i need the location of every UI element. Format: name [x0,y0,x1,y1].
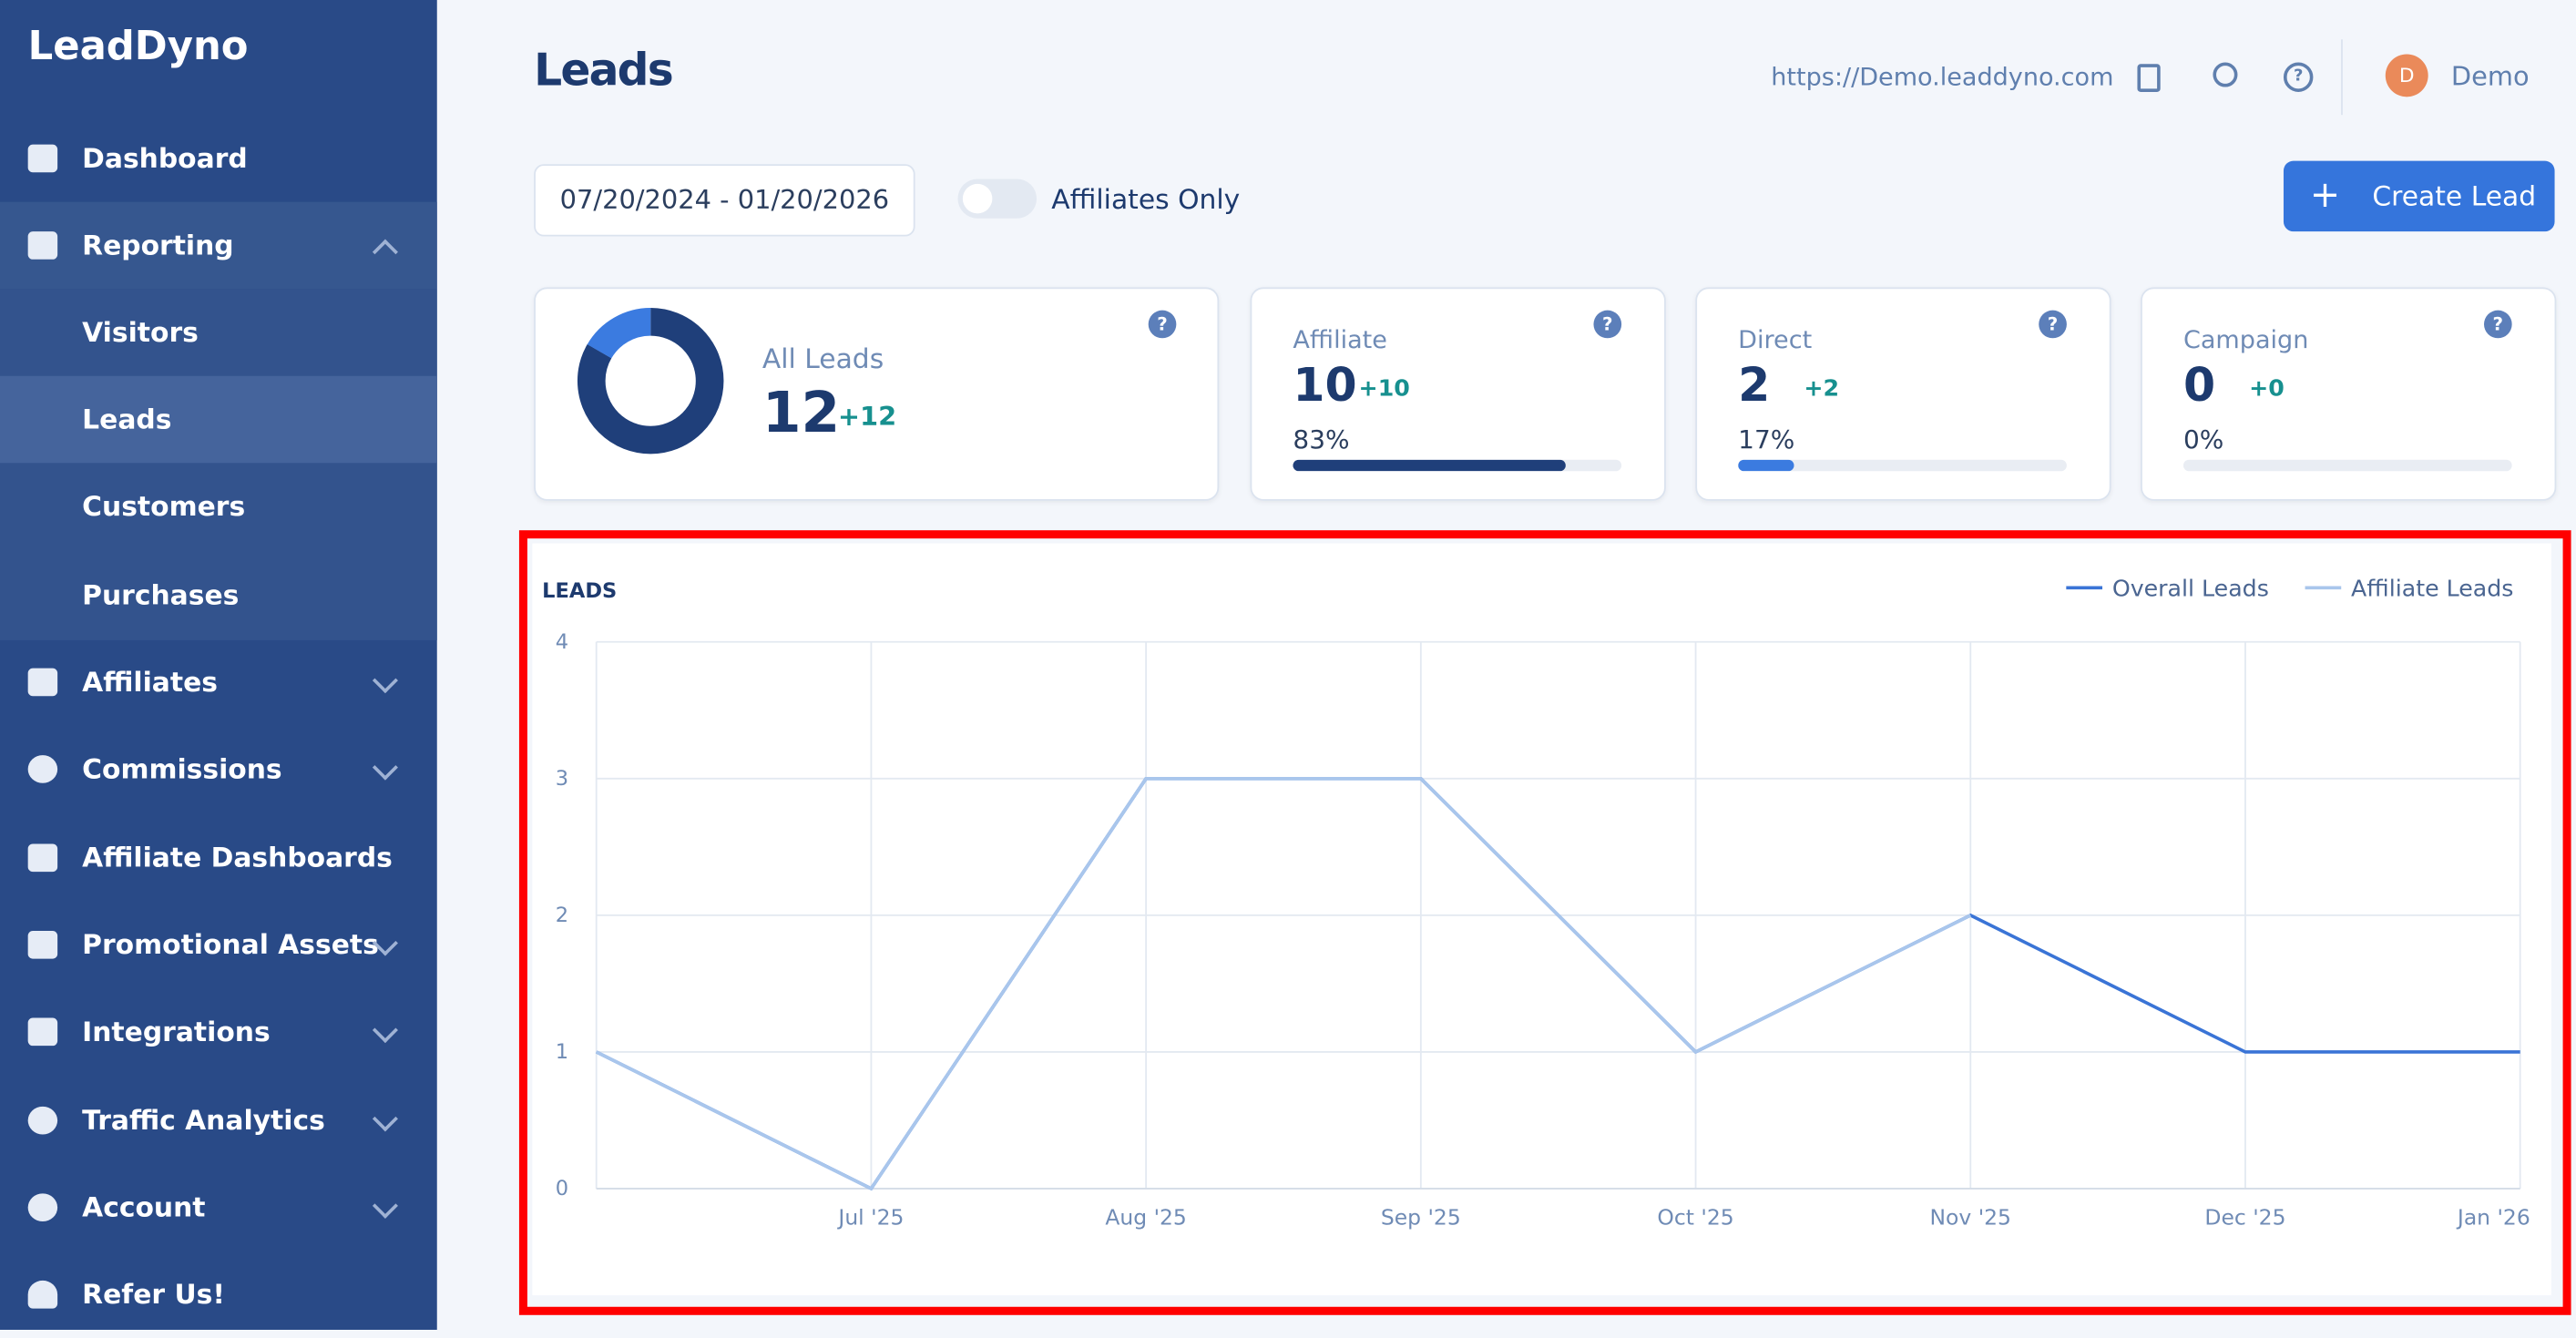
help-icon[interactable]: ? [2039,310,2067,339]
card-share: 17% [1738,424,1795,455]
toggle[interactable] [957,179,1038,219]
nav-item[interactable]: Refer Us! [0,1251,437,1338]
create-lead-button[interactable]: + Create Lead [2283,160,2555,232]
series-line [595,777,2520,1191]
progress-track [1738,459,2067,472]
user-name[interactable]: Demo [2450,60,2530,92]
search-icon[interactable] [2213,62,2238,87]
legend-label: Overall Leads [2112,575,2269,601]
stat-card: Campaign 0 +0 0%? [2141,287,2557,501]
nav-label: Customers [82,490,246,523]
nav-label: Integrations [82,1016,271,1047]
card-value: 12 [762,381,841,447]
x-tick-label: Dec '25 [2204,1205,2285,1231]
brand: LeadDyno [27,23,249,69]
site-url[interactable]: https://Demo.leaddyno.com [1771,62,2114,92]
nav-label: Visitors [82,316,199,349]
nav-label: Account [82,1191,206,1223]
nav-item[interactable]: Commissions [0,726,437,813]
stat-card: Affiliate 10 +10 83%? [1250,287,1666,501]
card-change: +12 [837,400,897,433]
nav-item[interactable]: Promotional Assets [0,902,437,989]
button-label: Create Lead [2372,180,2537,212]
nav-label: Promotional Assets [82,929,379,961]
y-tick-label: 2 [556,904,568,927]
card-change: +2 [1804,375,1840,403]
card-change: +0 [2249,375,2285,403]
page-title: Leads [534,46,674,97]
card-value: 2 [1738,357,1771,413]
series-line [595,777,1972,1191]
x-tick-label: Nov '25 [1930,1205,2011,1231]
nav-item[interactable]: Dashboard [0,115,437,202]
submenu [0,289,437,640]
toggle-label: Affiliates Only [1051,183,1241,216]
progress-track [1293,459,1622,472]
all-leads-card: All Leads 12 +12 ? [534,287,1220,501]
nav-label: Reporting [82,230,234,261]
nav-label: Affiliates [82,666,219,699]
x-tick-label: Jul '25 [836,1205,904,1231]
nav-item[interactable]: Affiliates [0,638,437,726]
legend-label: Affiliate Leads [2351,575,2513,601]
card-share: 83% [1293,424,1350,455]
nav-label: Affiliate Dashboards [82,842,393,873]
nav-item[interactable]: Customers [0,463,437,550]
progress-track [2182,459,2512,472]
nav-label: Purchases [82,579,240,611]
nav-label: Refer Us! [82,1279,225,1311]
card-value: 10 [1293,357,1357,413]
nav-item[interactable]: Account [0,1164,437,1251]
card-value: 0 [2182,357,2216,413]
y-tick-label: 0 [556,1177,568,1200]
nav-item[interactable]: Leads [0,375,437,464]
progress-bar [1738,459,1794,472]
date-range[interactable]: 07/20/2024 - 01/20/2026 [534,164,915,237]
help-icon[interactable]: ? [2483,310,2512,339]
card-share: 0% [2182,424,2224,455]
chart-panel: LEADS 0 1 2 3 4 Jul '25 Aug '25 Sep '25 Oct '25 No… [532,543,2551,1296]
card-label: Direct [1738,324,1813,355]
card-label: Campaign [2182,324,2309,355]
nav-label: Traffic Analytics [82,1105,325,1137]
help-icon[interactable]: ? [1148,310,1177,339]
card-change: +10 [1358,375,1410,403]
nav-item[interactable]: Integrations [0,988,437,1076]
chart-title: LEADS [542,579,617,603]
y-tick-label: 4 [556,630,568,654]
nav-label: Leads [82,403,172,435]
copy-icon[interactable] [2137,64,2161,92]
progress-bar [1293,459,1566,472]
x-tick-label: Oct '25 [1657,1205,1733,1231]
x-tick-label: Jan '26 [2456,1205,2530,1231]
help-icon[interactable]: ? [2283,62,2314,92]
nav-item[interactable]: Traffic Analytics [0,1077,437,1164]
x-tick-label: Aug '25 [1105,1205,1186,1231]
y-tick-label: 3 [556,767,568,791]
x-tick-label: Sep '25 [1381,1205,1461,1231]
nav-item[interactable]: Affiliate Dashboards [0,814,437,902]
sidebar: LeadDyno Dashboard Reporting Visitors Le… [0,0,437,1331]
chart: LEADS 0 1 2 3 4 Jul '25 Aug '25 Sep '25 Oct '25 No… [542,575,2530,1231]
nav-item[interactable]: Purchases [0,552,437,639]
divider [2341,39,2343,116]
highlight-frame [518,530,2571,1315]
y-tick-label: 1 [556,1040,568,1064]
stat-card: Direct 2 +2 17%? [1695,287,2111,501]
nav-item[interactable]: Reporting [0,201,437,290]
avatar[interactable]: D [2385,54,2428,97]
help-icon[interactable]: ? [1593,310,1622,339]
nav-label: Commissions [82,753,282,785]
card-label: Affiliate [1293,324,1387,355]
nav-item[interactable]: Visitors [0,289,437,376]
nav-label: Dashboard [82,142,248,175]
card-label: All Leads [762,342,884,374]
donut [577,307,724,455]
